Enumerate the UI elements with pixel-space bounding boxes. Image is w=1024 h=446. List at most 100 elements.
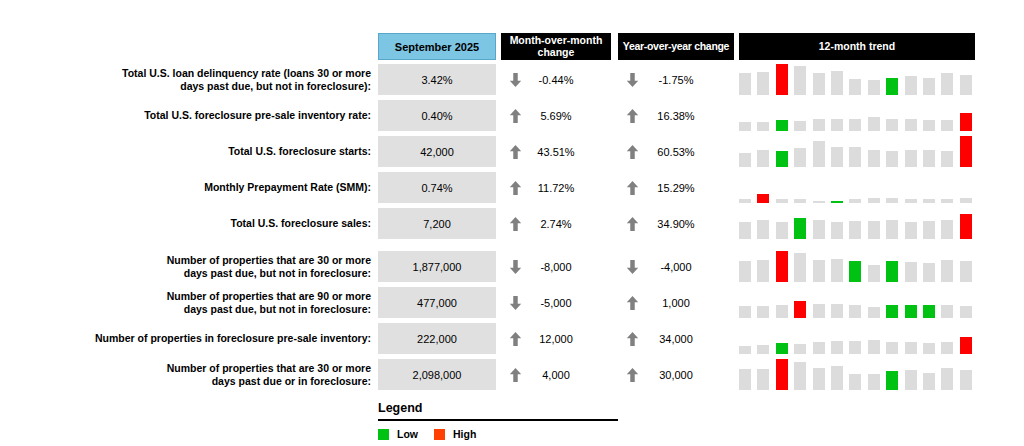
trend-bar — [905, 305, 917, 318]
trend-bar — [831, 119, 843, 131]
mom-cell: 12,000 — [501, 323, 611, 354]
trend-bar — [886, 78, 898, 95]
trend-bar — [831, 222, 843, 239]
trend-bar — [794, 66, 806, 95]
trend-cell — [739, 287, 972, 318]
trend-bar — [813, 201, 825, 203]
yoy-change-header: Year-over-year change — [618, 33, 734, 60]
trend-bar — [849, 119, 861, 131]
mom-cell: -0.44% — [501, 64, 611, 95]
period-value-cell: 7,200 — [378, 208, 496, 239]
trend-bar — [905, 370, 917, 390]
mom-cell: -5,000 — [501, 287, 611, 318]
up-arrow-icon — [509, 145, 522, 159]
trend-bar — [776, 120, 788, 131]
trend-bar — [923, 150, 935, 167]
trend-bar — [849, 305, 861, 318]
trend-bar — [794, 148, 806, 167]
trend-bar — [757, 194, 769, 203]
metric-label: Monthly Prepayment Rate (SMM): — [204, 181, 371, 194]
trend-bar — [794, 362, 806, 390]
trend-bar — [813, 119, 825, 131]
trend-bar — [941, 73, 953, 95]
trend-bar — [960, 198, 972, 203]
trend-bar — [739, 306, 751, 318]
trend-bar — [941, 368, 953, 390]
yoy-cell: -4,000 — [618, 251, 734, 282]
mom-cell: 43.51% — [501, 136, 611, 167]
trend-bar — [776, 222, 788, 239]
metric-label: Number of properties in foreclosure pre-… — [95, 332, 371, 345]
trend-bar — [868, 221, 880, 239]
trend-bar — [849, 341, 861, 354]
trend-bar — [905, 119, 917, 131]
trend-bar — [960, 75, 972, 95]
trend-cell — [739, 323, 972, 354]
trend-bar — [960, 136, 972, 167]
metric-value: 2,098,000 — [413, 369, 462, 381]
up-arrow-icon — [509, 368, 522, 382]
trend-bar — [886, 119, 898, 131]
trend-bar — [794, 301, 806, 318]
trend-bar — [960, 261, 972, 282]
trend-bar — [794, 253, 806, 282]
trend-bar — [923, 120, 935, 131]
trend-bar — [923, 305, 935, 318]
trend-bar — [886, 220, 898, 239]
legend: Legend LowHigh — [378, 401, 618, 440]
metric-value: 42,000 — [420, 146, 454, 158]
down-arrow-icon — [626, 260, 639, 274]
metric-value: 0.74% — [421, 182, 452, 194]
trend-bar — [757, 122, 769, 131]
trend-bar — [905, 150, 917, 167]
up-arrow-icon — [626, 217, 639, 231]
down-arrow-icon — [509, 260, 522, 274]
mom-cell: 2.74% — [501, 208, 611, 239]
trend-bar — [849, 147, 861, 167]
header-row: September 2025 Month-over-month change Y… — [0, 33, 975, 60]
period-value-cell: 1,877,000 — [378, 251, 496, 282]
mom-cell: 5.69% — [501, 100, 611, 131]
trend-bar — [941, 260, 953, 282]
trend-bar — [960, 113, 972, 131]
trend-bar — [813, 342, 825, 354]
metric-value: 477,000 — [417, 297, 457, 309]
trend-bar — [886, 261, 898, 282]
trend-bar — [739, 73, 751, 95]
trend-bar — [813, 141, 825, 167]
legend-swatch — [434, 429, 445, 440]
trend-bar — [739, 261, 751, 282]
yoy-cell: 30,000 — [618, 359, 734, 390]
label-column-header — [0, 33, 378, 60]
legend-swatch — [378, 429, 389, 440]
yoy-cell: -1.75% — [618, 64, 734, 95]
trend-bar — [776, 359, 788, 390]
trend-cell — [739, 136, 972, 167]
trend-bar — [776, 251, 788, 282]
period-value-cell: 3.42% — [378, 64, 496, 95]
trend-bar — [831, 147, 843, 167]
up-arrow-icon — [626, 181, 639, 195]
yoy-cell: 34,000 — [618, 323, 734, 354]
trend-bar — [849, 221, 861, 239]
trend-bar — [960, 370, 972, 390]
trend-bar — [757, 260, 769, 282]
trend-bar — [941, 151, 953, 167]
trend-bar — [757, 150, 769, 167]
metric-label: Number of properties that are 30 or more… — [167, 254, 371, 280]
trend-bar — [868, 340, 880, 354]
metric-label: Number of properties that are 30 or more… — [167, 362, 371, 388]
up-arrow-icon — [509, 181, 522, 195]
period-value-cell: 222,000 — [378, 323, 496, 354]
trend-bar — [831, 304, 843, 318]
trend-bar — [905, 222, 917, 239]
table-rows: Total U.S. loan delinquency rate (loans … — [0, 64, 975, 390]
yoy-cell: 16.38% — [618, 100, 734, 131]
metric-label: Number of properties that are 90 or more… — [167, 290, 371, 316]
trend-bar — [923, 373, 935, 390]
period-value-cell: 477,000 — [378, 287, 496, 318]
trend-bar — [739, 369, 751, 390]
metric-value: 7,200 — [423, 218, 451, 230]
trend-bar — [757, 306, 769, 318]
trend-bar — [905, 199, 917, 203]
